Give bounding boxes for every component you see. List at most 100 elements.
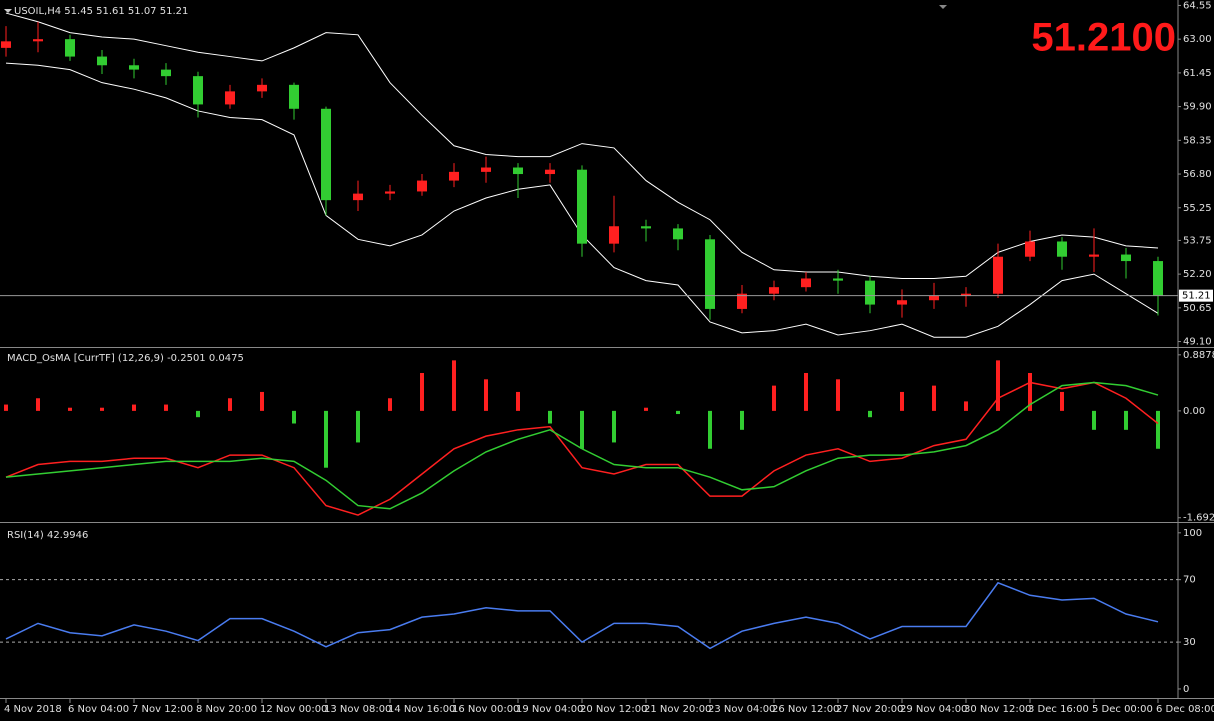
x-tick-label: 19 Nov 04:00 [516,704,583,715]
candle-body [193,76,203,105]
macd-title: MACD_OsMA [CurrTF] (12,26,9) -0.2501 0.0… [7,353,244,364]
y-tick-label: 56.80 [1183,169,1212,180]
x-tick-label: 6 Dec 08:00 [1156,704,1214,715]
x-tick-label: 20 Nov 12:00 [580,704,647,715]
candle-body [545,169,555,175]
x-tick-label: 13 Nov 08:00 [324,704,391,715]
candle-body [257,84,267,92]
osma-bar [644,407,648,411]
candle-body [705,239,715,309]
x-tick-label: 14 Nov 16:00 [388,704,455,715]
x-tick-label: 3 Dec 16:00 [1028,704,1089,715]
y-tick-label: 52.20 [1183,269,1212,280]
osma-bar [964,401,968,411]
y-tick-label: 58.35 [1183,135,1212,146]
candle-body [353,193,363,201]
x-tick-label: 29 Nov 04:00 [900,704,967,715]
y-tick-label: 0.8878 [1183,350,1214,361]
candle-body [1121,254,1131,262]
candle-body [97,56,107,66]
osma-bar [804,372,808,411]
candle-body [801,278,811,288]
candle-body [769,287,779,294]
osma-bar [516,391,520,411]
x-tick-label: 6 Nov 04:00 [68,704,129,715]
osma-bar [708,410,712,449]
candle-body [513,167,523,175]
bid-price: 51.2100 [1031,16,1176,60]
y-tick-label: 53.75 [1183,235,1212,246]
osma-bar [164,404,168,411]
candle-body [577,169,587,244]
osma-bar [868,410,872,418]
y-tick-label: -1.6924 [1183,513,1214,524]
price-tag-label: 51.21 [1182,291,1211,302]
series-line [5,381,1159,516]
candle-body [929,295,939,301]
candle-body [673,228,683,240]
osma-bar [772,385,776,411]
candle-body [641,226,651,229]
menu-arrow [4,9,12,13]
x-tick-label: 21 Nov 20:00 [644,704,711,715]
x-tick-label: 12 Nov 00:00 [260,704,327,715]
candle-body [481,167,491,172]
osma-bar [4,404,8,411]
osma-bar [740,410,744,430]
osma-bar [1092,410,1096,430]
osma-bar [996,360,1000,411]
candle-body [897,300,907,305]
osma-bar [228,398,232,411]
x-tick-label: 7 Nov 12:00 [132,704,193,715]
candle-body [1057,241,1067,257]
y-tick-label: 63.00 [1183,34,1212,45]
osma-bar [388,398,392,411]
osma-bar [36,398,40,411]
osma-bar [132,404,136,411]
osma-bar [1156,410,1160,449]
x-tick-label: 16 Nov 00:00 [452,704,519,715]
candle-body [1025,241,1035,257]
osma-bar [836,379,840,411]
y-tick-label: 70 [1183,575,1196,586]
osma-bar [420,372,424,411]
y-tick-label: 50.65 [1183,303,1212,314]
x-tick-label: 4 Nov 2018 [4,704,62,715]
osma-bar [900,391,904,411]
y-tick-label: 64.55 [1183,0,1212,11]
osma-bar [1060,391,1064,411]
price-tag [1179,289,1213,302]
candle-body [1153,261,1163,296]
y-tick-label: 30 [1183,637,1196,648]
osma-bar [1124,410,1128,430]
candle-body [321,108,331,201]
x-tick-label: 27 Nov 20:00 [836,704,903,715]
candle-body [417,180,427,192]
osma-bar [324,410,328,468]
y-tick-label: 55.25 [1183,203,1212,214]
candle-body [161,69,171,77]
osma-bar [580,410,584,449]
rsi-title: RSI(14) 42.9946 [7,530,88,541]
candle-body [1,41,11,48]
candle-body [65,39,75,57]
osma-bar [932,385,936,411]
candle-body [609,226,619,244]
osma-bar [68,407,72,411]
osma-bar [356,410,360,443]
candle-body [1089,254,1099,257]
candle-body [33,39,43,42]
x-tick-label: 26 Nov 12:00 [772,704,839,715]
candle-body [385,191,395,194]
y-tick-label: 100 [1183,528,1202,539]
candle-body [833,278,843,281]
osma-bar [1028,372,1032,411]
scroll-marker [939,5,947,9]
series-line [5,381,1159,510]
candle-body [129,65,139,70]
osma-bar [484,379,488,411]
osma-bar [452,360,456,411]
y-tick-label: 59.90 [1183,102,1212,113]
